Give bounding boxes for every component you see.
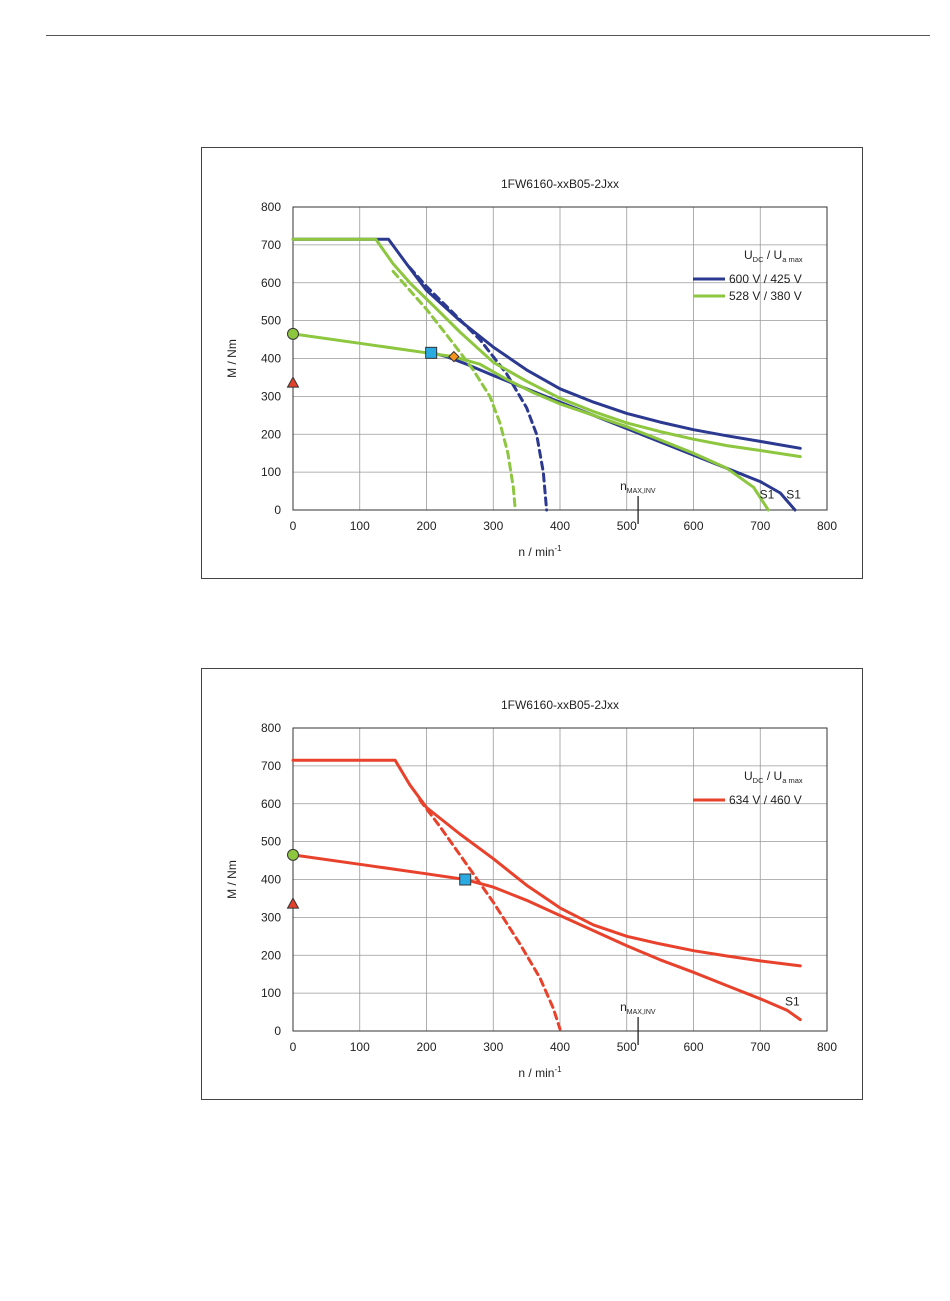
x-tick-label: 800 — [817, 1040, 837, 1054]
marker-square — [425, 346, 438, 359]
annotation-label: S1 — [786, 488, 801, 502]
series-line-1 — [291, 758, 802, 968]
x-tick-label: 700 — [750, 519, 770, 533]
x-tick-label: 300 — [483, 1040, 503, 1054]
y-tick-label: 0 — [274, 1024, 281, 1038]
marker-diamond — [448, 350, 460, 363]
series-line-3 — [408, 266, 549, 512]
x-axis-label: n / min-1 — [518, 544, 562, 559]
x-tick-label: 500 — [617, 519, 637, 533]
y-tick-label: 700 — [261, 759, 281, 773]
legend-header: UDC / Ua max — [744, 769, 803, 785]
y-tick-label: 300 — [261, 910, 281, 924]
legend: UDC / Ua max 634 V / 460 V — [693, 769, 803, 807]
annotation-label: S1 — [785, 995, 800, 1009]
marker-square — [459, 873, 472, 886]
x-tick-label: 600 — [683, 1040, 703, 1054]
y-tick-label: 400 — [261, 352, 281, 366]
legend-entry: 634 V / 460 V — [729, 793, 802, 807]
y-tick-label: 600 — [261, 276, 281, 290]
x-tick-label: 400 — [550, 1040, 570, 1054]
y-tick-label: 600 — [261, 797, 281, 811]
marker-circle — [287, 848, 299, 861]
series-line-2 — [291, 853, 802, 1022]
y-tick-label: 800 — [261, 200, 281, 214]
header-rule — [46, 35, 930, 36]
y-tick-label: 700 — [261, 238, 281, 252]
plot-border — [292, 206, 828, 511]
y-tick-label: 200 — [261, 948, 281, 962]
y-tick-label: 500 — [261, 314, 281, 328]
y-tick-label: 100 — [261, 986, 281, 1000]
series-line-3 — [418, 798, 562, 1031]
series-line-6 — [391, 269, 517, 512]
y-tick-label: 100 — [261, 465, 281, 479]
x-tick-label: 300 — [483, 519, 503, 533]
annotation-label: S1 — [760, 488, 775, 502]
x-tick-label: 0 — [290, 1040, 297, 1054]
marker-circle — [287, 327, 299, 340]
legend-entry: 528 V / 380 V — [729, 289, 802, 303]
x-tick-label: 700 — [750, 1040, 770, 1054]
y-tick-label: 400 — [261, 873, 281, 887]
x-tick-label: 200 — [416, 519, 436, 533]
legend: UDC / Ua max 600 V / 425 V 528 V / 380 V — [693, 248, 803, 303]
legend-entry: 600 V / 425 V — [729, 272, 802, 286]
x-tick-label: 200 — [416, 1040, 436, 1054]
x-tick-label: 800 — [817, 519, 837, 533]
chart-title: 1FW6160-xxB05-2Jxx — [501, 698, 619, 712]
n-max-inv-label: nMAX,INV — [620, 479, 656, 495]
x-tick-label: 400 — [550, 519, 570, 533]
x-axis-label: n / min-1 — [518, 1065, 562, 1080]
plot-border — [292, 727, 828, 1032]
chart-svg-2: 1FW6160-xxB05-2Jxx 0 100 200 300 400 500 600 700… — [225, 698, 837, 1080]
chart-panel-2: 1FW6160-xxB05-2Jxx 0 100 200 300 400 500 600 700… — [201, 668, 863, 1100]
x-tick-label: 600 — [683, 519, 703, 533]
x-tick-label: 500 — [617, 1040, 637, 1054]
legend-header: UDC / Ua max — [744, 248, 803, 264]
y-axis-label: M / Nm — [225, 339, 239, 378]
chart-title: 1FW6160-xxB05-2Jxx — [501, 177, 619, 191]
chart-svg-1: 1FW6160-xxB05-2Jxx 0 100 200 300 400 500 600 700… — [225, 177, 837, 559]
y-tick-label: 800 — [261, 721, 281, 735]
y-tick-label: 200 — [261, 427, 281, 441]
marker-triangle — [286, 897, 300, 909]
y-tick-label: 300 — [261, 389, 281, 403]
chart-panel-1: 1FW6160-xxB05-2Jxx 0 100 200 300 400 500 600 700… — [201, 147, 863, 579]
y-axis-label: M / Nm — [225, 860, 239, 899]
n-max-inv-label: nMAX,INV — [620, 1000, 656, 1016]
series-line-4 — [291, 237, 802, 459]
x-tick-label: 100 — [350, 519, 370, 533]
series-line-2 — [430, 351, 797, 512]
x-tick-label: 100 — [350, 1040, 370, 1054]
y-tick-label: 500 — [261, 835, 281, 849]
marker-triangle — [286, 376, 300, 388]
x-tick-label: 0 — [290, 519, 297, 533]
y-tick-label: 0 — [274, 503, 281, 517]
